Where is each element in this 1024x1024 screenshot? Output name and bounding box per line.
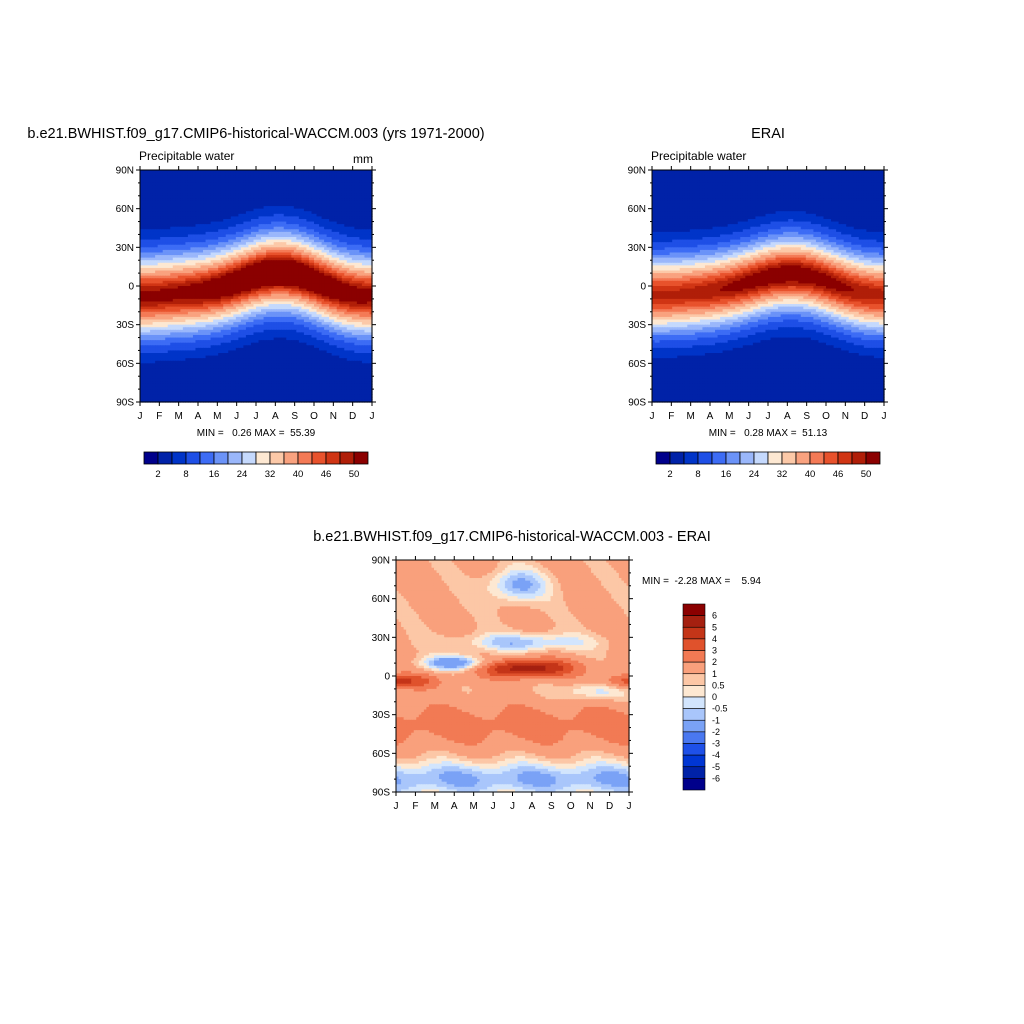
model-stats: MIN = 0.26 MAX = 55.39	[197, 428, 316, 439]
model-variable-label: Precipitable water	[139, 149, 234, 163]
obs-variable-label: Precipitable water	[651, 149, 746, 163]
obs-title: ERAI	[751, 126, 785, 142]
model-title: b.e21.BWHIST.f09_g17.CMIP6-historical-WA…	[27, 126, 484, 142]
diff-title: b.e21.BWHIST.f09_g17.CMIP6-historical-WA…	[313, 529, 711, 545]
obs-stats: MIN = 0.28 MAX = 51.13	[709, 428, 828, 439]
diff-stats: MIN = -2.28 MAX = 5.94	[642, 576, 761, 587]
model-units-label: mm	[353, 152, 373, 166]
